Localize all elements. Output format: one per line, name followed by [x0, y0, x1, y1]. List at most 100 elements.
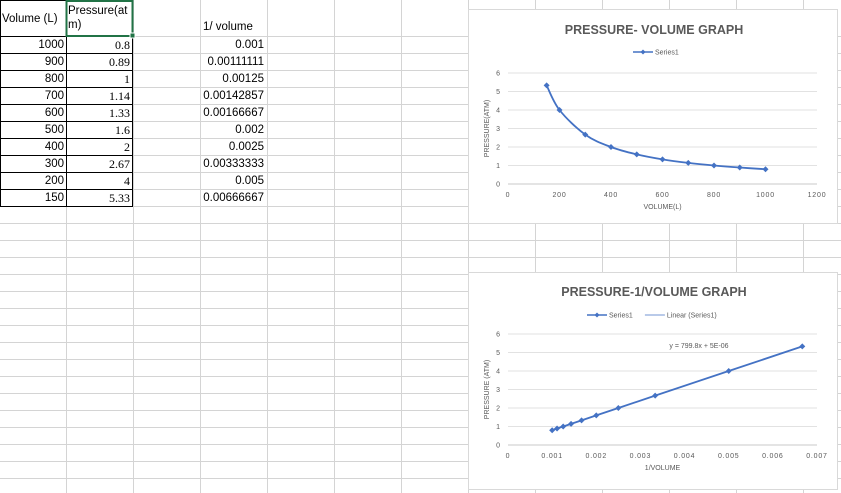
- trendline-equation: y = 799.8x + 5E-06: [669, 343, 728, 350]
- cell-pressure[interactable]: 2.67: [109, 156, 130, 171]
- cell-inv-volume[interactable]: 0.001: [235, 38, 264, 51]
- y-tick-label: 4: [496, 369, 500, 376]
- data-point: [762, 166, 769, 173]
- cell-volume[interactable]: 700: [44, 89, 64, 102]
- data-point: [608, 144, 614, 150]
- data-point: [554, 425, 561, 432]
- cell-volume[interactable]: 600: [44, 106, 64, 119]
- cell-inv-volume[interactable]: 0.00166667: [203, 106, 264, 119]
- cell-volume[interactable]: 150: [44, 191, 64, 204]
- x-axis-label: VOLUME(L): [643, 204, 681, 211]
- data-point: [560, 423, 567, 430]
- data-point: [593, 412, 600, 419]
- cell-pressure[interactable]: 1.14: [109, 88, 130, 103]
- y-tick-label: 2: [496, 406, 500, 413]
- legend-item-series: Series1: [633, 49, 679, 57]
- pressure-volume-chart-svg: PRESSURE- VOLUME GRAPH Series1 0 1 2 3 4 5 6 0 200…: [484, 23, 827, 211]
- series-line: [551, 345, 803, 432]
- cell-inv-volume[interactable]: 0.00333333: [203, 157, 264, 170]
- x-tick-label: 1200: [808, 192, 827, 199]
- data-point: [543, 82, 550, 89]
- data-point: [711, 162, 717, 169]
- pressure-inverse-volume-chart-svg: PRESSURE-1/VOLUME GRAPH Series1 Linear (Se…: [484, 285, 828, 472]
- data-point: [582, 131, 589, 138]
- cell-pressure[interactable]: 2: [124, 139, 130, 154]
- header-inv-volume[interactable]: 1/ volume: [203, 21, 253, 33]
- data-point: [556, 107, 563, 113]
- y-tick-label: 6: [496, 71, 500, 78]
- cell-inv-volume[interactable]: 0.00111111: [207, 55, 265, 68]
- data-point: [659, 156, 666, 163]
- data-point: [685, 159, 692, 166]
- cell-pressure[interactable]: 5.33: [109, 190, 130, 205]
- x-tick-label: 0.004: [674, 453, 696, 460]
- y-tick-label: 0: [496, 443, 500, 450]
- cell-pressure[interactable]: 0.89: [109, 54, 130, 69]
- cell-volume[interactable]: 900: [44, 55, 64, 68]
- x-tick-label: 0.007: [806, 453, 828, 460]
- x-tick-label: 0.006: [762, 453, 784, 460]
- cell-volume[interactable]: 200: [44, 174, 64, 187]
- cell-volume[interactable]: 800: [44, 72, 64, 85]
- pressure-inverse-volume-chart[interactable]: PRESSURE-1/VOLUME GRAPH Series1 Linear (Se…: [468, 272, 838, 490]
- cell-volume[interactable]: 300: [44, 157, 64, 170]
- x-tick-label: 1000: [756, 192, 775, 199]
- data-point: [736, 164, 743, 171]
- legend-label: Series1: [609, 313, 633, 320]
- y-tick-label: 3: [496, 387, 500, 394]
- y-tick-label: 0: [496, 182, 500, 189]
- x-tick-label: 400: [604, 192, 618, 199]
- y-tick-label: 6: [496, 332, 500, 339]
- cell-pressure[interactable]: 0.8: [115, 37, 130, 52]
- data-point: [799, 343, 806, 350]
- y-tick-label: 1: [496, 424, 500, 431]
- x-tick-label: 0.001: [541, 453, 563, 460]
- legend-label: Linear (Series1): [667, 313, 717, 320]
- data-point: [633, 151, 640, 158]
- fill-handle: [129, 32, 136, 39]
- series-line: [545, 84, 766, 171]
- cell-inv-volume[interactable]: 0.00142857: [203, 89, 264, 102]
- x-axis-label: 1/VOLUME: [645, 465, 681, 472]
- header-pressure-line1[interactable]: Pressure(at: [68, 5, 128, 17]
- chart-title: PRESSURE- VOLUME GRAPH: [565, 23, 744, 37]
- header-volume[interactable]: Volume (L): [2, 13, 58, 25]
- x-tick-label: 0.002: [586, 453, 608, 460]
- x-tick-label: 0: [506, 453, 511, 460]
- legend-marker: [640, 49, 646, 55]
- cell-volume[interactable]: 500: [44, 123, 64, 136]
- cell-pressure[interactable]: 4: [124, 173, 130, 188]
- cell-volume[interactable]: 400: [44, 140, 64, 153]
- x-tick-label: 800: [707, 192, 721, 199]
- y-tick-label: 3: [496, 126, 500, 133]
- legend-marker: [594, 312, 600, 318]
- data-point: [725, 368, 732, 374]
- y-tick-label: 1: [496, 163, 500, 170]
- x-tick-label: 200: [552, 192, 566, 199]
- cell-inv-volume[interactable]: 0.00125: [222, 72, 264, 85]
- x-tick-label: 0.003: [630, 453, 652, 460]
- y-axis-label: PRESSURE(ATM): [484, 100, 491, 157]
- cell-inv-volume[interactable]: 0.002: [235, 123, 264, 136]
- pressure-volume-chart[interactable]: PRESSURE- VOLUME GRAPH Series1 0 1 2 3 4 5 6 0 200…: [468, 9, 838, 224]
- y-tick-label: 4: [496, 108, 500, 115]
- header-pressure-line2[interactable]: m): [68, 19, 82, 31]
- cell-pressure[interactable]: 1: [124, 71, 130, 86]
- y-tick-label: 2: [496, 145, 500, 152]
- y-tick-label: 5: [496, 350, 500, 357]
- cell-inv-volume[interactable]: 0.005: [235, 174, 264, 187]
- cell-pressure[interactable]: 1.33: [109, 105, 130, 120]
- legend-item-series: Series1: [587, 312, 633, 320]
- data-point: [549, 427, 556, 434]
- cell-volume[interactable]: 1000: [38, 38, 64, 51]
- cell-inv-volume[interactable]: 0.00666667: [203, 191, 264, 204]
- legend-label: Series1: [655, 50, 679, 57]
- x-tick-label: 0: [506, 192, 511, 199]
- cell-inv-volume[interactable]: 0.0025: [228, 140, 264, 153]
- selected-cell-border: [65, 0, 134, 37]
- cell-pressure[interactable]: 1.6: [115, 122, 130, 137]
- data-point: [615, 405, 622, 411]
- chart-title: PRESSURE-1/VOLUME GRAPH: [561, 285, 746, 299]
- data-point: [578, 417, 585, 424]
- x-tick-label: 0.005: [718, 453, 740, 460]
